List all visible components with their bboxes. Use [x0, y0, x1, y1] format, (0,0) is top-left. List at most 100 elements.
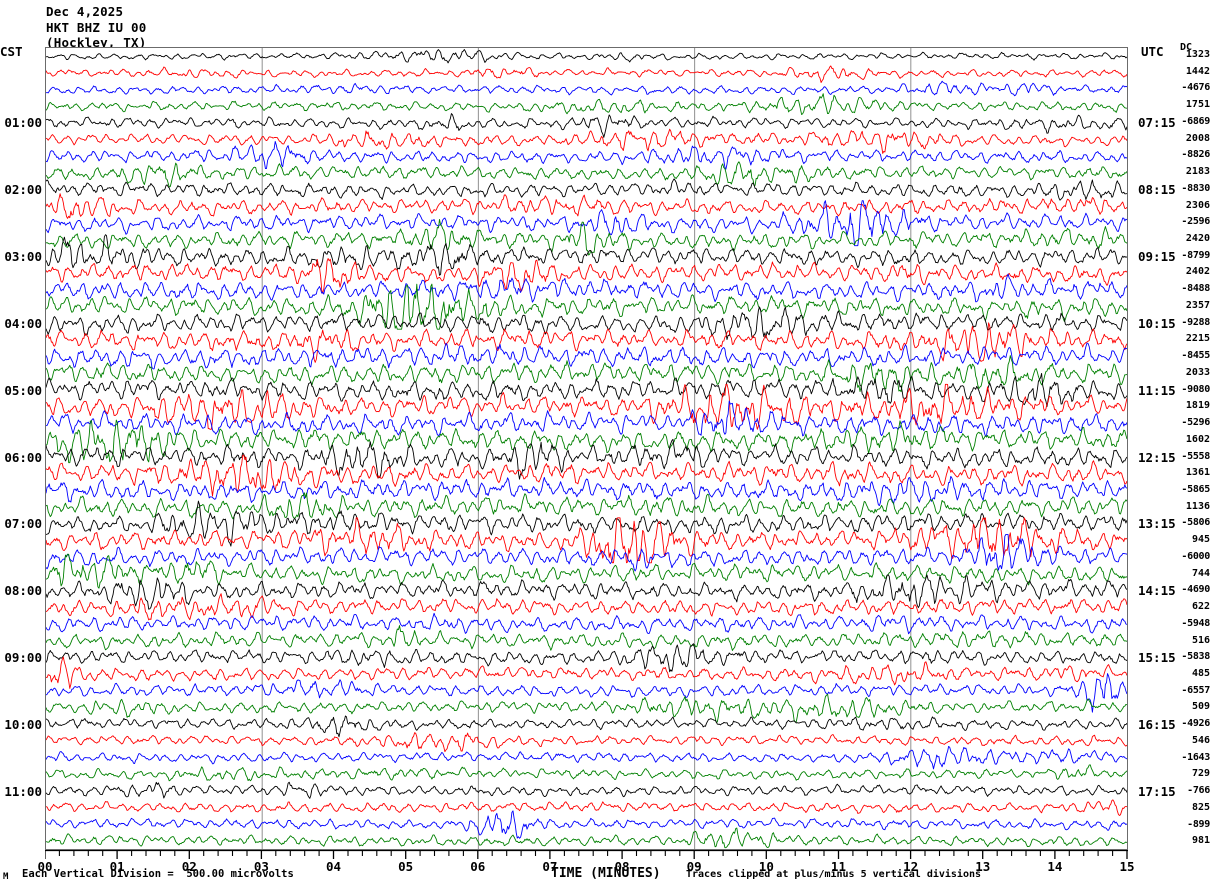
x-tick-label: 00 — [37, 859, 53, 874]
dc-value: -899 — [1187, 818, 1210, 830]
left-time-label: 09:00 — [4, 650, 42, 666]
header-block: Dec 4,2025 HKT BHZ IU 00 (Hockley, TX) — [46, 4, 146, 51]
x-tick-label: 02 — [181, 859, 197, 874]
x-tick-label: 04 — [326, 859, 342, 874]
x-tick-label: 12 — [903, 859, 919, 874]
x-axis-ticks — [45, 850, 1128, 860]
dc-value: -6000 — [1181, 550, 1210, 562]
x-tick-label: 07 — [542, 859, 558, 874]
dc-value: -5838 — [1181, 651, 1210, 663]
dc-value: 2008 — [1185, 132, 1210, 144]
clip-note: Traces clipped at plus/minus 5 vertical … — [686, 869, 982, 880]
left-axis-label: CST — [0, 44, 23, 59]
dc-value: 1751 — [1185, 99, 1210, 111]
right-time-label: 16:15 — [1138, 717, 1176, 733]
x-tick-labels: 00 01 02 03 04 05 06 07 08 09 10 11 12 13 14 15 — [0, 859, 1210, 875]
right-time-label: 14:15 — [1138, 583, 1176, 599]
right-time-label: 13:15 — [1138, 516, 1176, 532]
dc-value: -5558 — [1181, 450, 1210, 462]
scale-note: Each Vertical Division = 500.00 microvol… — [22, 868, 294, 880]
x-tick-label: 08 — [614, 859, 630, 874]
dc-value: 744 — [1191, 567, 1210, 579]
dc-value: 2183 — [1185, 166, 1210, 178]
dc-value: 1602 — [1185, 433, 1210, 445]
x-tick-label: 11 — [830, 859, 846, 874]
right-time-label: 11:15 — [1138, 382, 1176, 398]
corner-mark: M — [3, 872, 9, 882]
x-tick-label: 06 — [470, 859, 486, 874]
left-time-label: 01:00 — [4, 114, 42, 130]
dc-value: 825 — [1191, 801, 1210, 813]
dc-value: 546 — [1191, 734, 1210, 746]
dc-value: 981 — [1191, 835, 1210, 847]
right-time-label: 17:15 — [1138, 784, 1176, 800]
x-tick-label: 15 — [1119, 859, 1135, 874]
header-date: Dec 4,2025 — [46, 4, 124, 19]
dc-value: 622 — [1191, 601, 1210, 613]
dc-value: -6869 — [1181, 115, 1210, 127]
dc-value: -1643 — [1181, 751, 1210, 763]
dc-value: 1136 — [1185, 500, 1210, 512]
dc-value: -6557 — [1181, 684, 1210, 696]
right-time-label: 08:15 — [1138, 181, 1176, 197]
helicorder-plot[interactable] — [45, 47, 1128, 850]
dc-value: 945 — [1191, 534, 1210, 546]
dc-value: -8455 — [1181, 350, 1210, 362]
dc-value: 509 — [1191, 701, 1210, 713]
dc-value: 485 — [1191, 667, 1210, 679]
dc-value: 2357 — [1185, 299, 1210, 311]
dc-value: -4926 — [1181, 718, 1210, 730]
right-time-label: 10:15 — [1138, 315, 1176, 331]
dc-value: 2420 — [1185, 233, 1210, 245]
x-axis-title: TIME (MINUTES) — [551, 866, 661, 881]
dc-value: -5865 — [1181, 483, 1210, 495]
header-location: (Hockley, TX) — [46, 35, 147, 50]
dc-value: -9288 — [1181, 316, 1210, 328]
header-station: HKT BHZ IU 00 — [46, 19, 147, 35]
dc-value: 2402 — [1185, 266, 1210, 278]
dc-value: -4690 — [1181, 584, 1210, 596]
dc-value: -8488 — [1181, 283, 1210, 295]
dc-value: 2033 — [1185, 366, 1210, 378]
x-tick-label: 05 — [398, 859, 414, 874]
x-tick-label: 09 — [686, 859, 702, 874]
dc-value: 1819 — [1185, 400, 1210, 412]
left-time-label: 03:00 — [4, 248, 42, 264]
dc-value: 516 — [1191, 634, 1210, 646]
right-time-label: 15:15 — [1138, 650, 1176, 666]
left-time-label: 08:00 — [4, 583, 42, 599]
dc-value: -5948 — [1181, 617, 1210, 629]
left-time-label: 07:00 — [4, 516, 42, 532]
x-tick-label: 01 — [109, 859, 125, 874]
dc-value: -766 — [1187, 785, 1210, 797]
left-time-label: 11:00 — [4, 784, 42, 800]
left-time-label: 02:00 — [4, 181, 42, 197]
dc-value: -4676 — [1181, 82, 1210, 94]
dc-value: 2306 — [1185, 199, 1210, 211]
left-time-label: 05:00 — [4, 382, 42, 398]
right-axis-label: UTC — [1141, 44, 1164, 59]
x-tick-label: 03 — [253, 859, 269, 874]
dc-value: -8799 — [1181, 249, 1210, 261]
dc-value: 729 — [1191, 768, 1210, 780]
dc-value: 2215 — [1185, 333, 1210, 345]
dc-value: 1442 — [1185, 65, 1210, 77]
dc-value: -8830 — [1181, 182, 1210, 194]
left-time-label: 10:00 — [4, 717, 42, 733]
left-time-label: 06:00 — [4, 449, 42, 465]
dc-value: -9080 — [1181, 383, 1210, 395]
dc-value: -8826 — [1181, 149, 1210, 161]
right-time-label: 07:15 — [1138, 114, 1176, 130]
x-tick-label: 13 — [975, 859, 991, 874]
right-time-label: 09:15 — [1138, 248, 1176, 264]
dc-value: 1361 — [1185, 467, 1210, 479]
right-time-label: 12:15 — [1138, 449, 1176, 465]
left-time-label: 04:00 — [4, 315, 42, 331]
x-tick-label: 14 — [1047, 859, 1063, 874]
dc-value: 1323 — [1185, 49, 1210, 60]
dc-value: -2596 — [1181, 216, 1210, 228]
x-tick-label: 10 — [758, 859, 774, 874]
dc-value: -5296 — [1181, 417, 1210, 429]
dc-value: -5806 — [1181, 517, 1210, 529]
dc-column-label: DC — [1180, 42, 1193, 53]
